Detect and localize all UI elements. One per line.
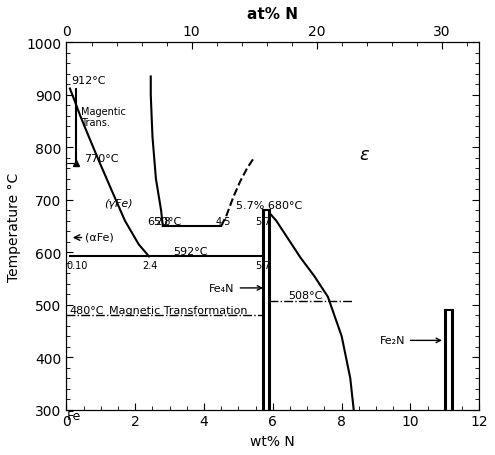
Text: 2.8: 2.8 — [155, 217, 170, 227]
Text: 5.7: 5.7 — [255, 217, 270, 227]
Text: 4.5: 4.5 — [215, 217, 231, 227]
Text: 770°C: 770°C — [84, 153, 119, 163]
X-axis label: wt% N: wt% N — [250, 434, 295, 448]
Text: 592°C: 592°C — [173, 247, 207, 257]
Text: (αFe): (αFe) — [85, 232, 114, 242]
Text: Fe₂N: Fe₂N — [380, 336, 441, 346]
X-axis label: at% N: at% N — [248, 7, 298, 22]
Text: 912°C: 912°C — [72, 76, 106, 86]
Text: 508°C: 508°C — [289, 290, 323, 300]
Text: (γFe): (γFe) — [104, 199, 133, 208]
Text: 5.7: 5.7 — [255, 261, 270, 271]
Text: Fe: Fe — [66, 409, 81, 422]
Text: Magentic
Trans.: Magentic Trans. — [81, 106, 126, 128]
Y-axis label: Temperature °C: Temperature °C — [7, 172, 21, 281]
Text: 480°C: 480°C — [70, 305, 104, 315]
Text: Magnetic Transformation: Magnetic Transformation — [109, 305, 248, 315]
Text: 2.4: 2.4 — [142, 261, 157, 271]
Text: Fe₄N: Fe₄N — [209, 283, 262, 293]
Text: 0.10: 0.10 — [66, 261, 88, 271]
Text: 650°C: 650°C — [148, 217, 182, 227]
Text: ε: ε — [359, 146, 369, 163]
Text: 5.7% 680°C: 5.7% 680°C — [236, 201, 302, 211]
